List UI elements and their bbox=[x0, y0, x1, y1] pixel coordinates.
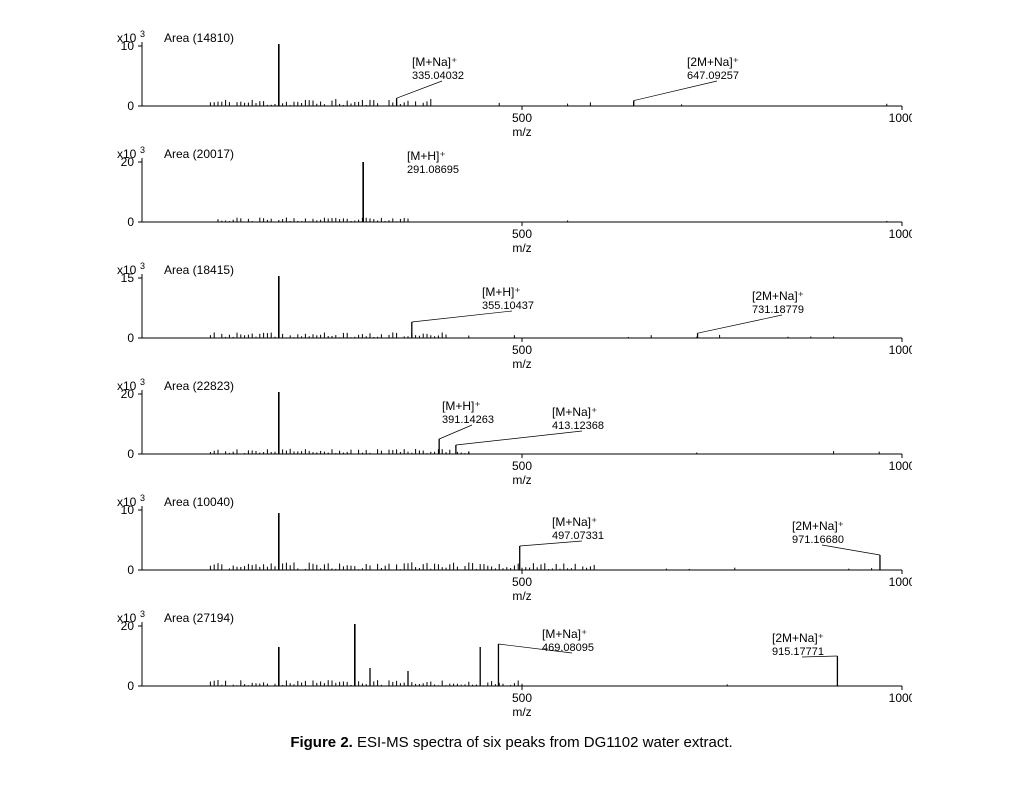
svg-text:500: 500 bbox=[511, 575, 531, 589]
spectrum-svg: 0105001000m/zx103Area (10040)[M+Na]⁺497.… bbox=[112, 492, 912, 604]
spectrum-svg: 0205001000m/zx103Area (20017)[M+H]⁺291.0… bbox=[112, 144, 912, 256]
spectrum-panel: 0205001000m/zx103Area (20017)[M+H]⁺291.0… bbox=[112, 144, 912, 256]
svg-text:[M+H]⁺: [M+H]⁺ bbox=[482, 285, 521, 299]
svg-text:x10: x10 bbox=[117, 611, 137, 625]
svg-text:3: 3 bbox=[140, 377, 145, 387]
spectrum-panel: 0205001000m/zx103Area (22823)[M+H]⁺391.1… bbox=[112, 376, 912, 488]
svg-text:[M+Na]⁺: [M+Na]⁺ bbox=[552, 515, 597, 529]
spectrum-svg: 0155001000m/zx103Area (18415)[M+H]⁺355.1… bbox=[112, 260, 912, 372]
svg-text:1000: 1000 bbox=[888, 343, 911, 357]
svg-text:[2M+Na]⁺: [2M+Na]⁺ bbox=[792, 519, 844, 533]
svg-text:Area (14810): Area (14810) bbox=[164, 31, 234, 45]
svg-text:m/z: m/z bbox=[512, 473, 531, 487]
svg-text:1000: 1000 bbox=[888, 227, 911, 241]
svg-text:3: 3 bbox=[140, 609, 145, 619]
spectrum-panel: 0105001000m/zx103Area (10040)[M+Na]⁺497.… bbox=[112, 492, 912, 604]
svg-text:x10: x10 bbox=[117, 495, 137, 509]
svg-text:Area (18415): Area (18415) bbox=[164, 263, 234, 277]
svg-text:x10: x10 bbox=[117, 147, 137, 161]
svg-text:0: 0 bbox=[127, 447, 134, 461]
svg-text:[M+H]⁺: [M+H]⁺ bbox=[442, 399, 481, 413]
svg-text:0: 0 bbox=[127, 99, 134, 113]
svg-text:m/z: m/z bbox=[512, 241, 531, 255]
svg-text:497.07331: 497.07331 bbox=[552, 530, 604, 542]
svg-text:Area (20017): Area (20017) bbox=[164, 147, 234, 161]
spectrum-panel: 0205001000m/zx103Area (27194)[M+Na]⁺469.… bbox=[112, 608, 912, 720]
svg-text:[M+Na]⁺: [M+Na]⁺ bbox=[552, 405, 597, 419]
svg-text:3: 3 bbox=[140, 261, 145, 271]
svg-text:0: 0 bbox=[127, 563, 134, 577]
caption-bold: Figure 2. bbox=[290, 734, 353, 751]
figure-container: 0105001000m/zx103Area (14810)[M+Na]⁺335.… bbox=[0, 0, 1023, 771]
svg-text:413.12368: 413.12368 bbox=[552, 420, 604, 432]
svg-text:971.16680: 971.16680 bbox=[792, 534, 844, 546]
spectrum-svg: 0205001000m/zx103Area (22823)[M+H]⁺391.1… bbox=[112, 376, 912, 488]
svg-text:500: 500 bbox=[511, 227, 531, 241]
svg-text:500: 500 bbox=[511, 111, 531, 125]
svg-text:391.14263: 391.14263 bbox=[442, 414, 494, 426]
svg-text:m/z: m/z bbox=[512, 357, 531, 371]
svg-text:500: 500 bbox=[511, 343, 531, 357]
svg-text:m/z: m/z bbox=[512, 589, 531, 603]
svg-text:355.10437: 355.10437 bbox=[482, 300, 534, 312]
spectrum-svg: 0105001000m/zx103Area (14810)[M+Na]⁺335.… bbox=[112, 28, 912, 140]
svg-text:647.09257: 647.09257 bbox=[687, 70, 739, 82]
svg-text:Area (27194): Area (27194) bbox=[164, 611, 234, 625]
svg-text:335.04032: 335.04032 bbox=[412, 70, 464, 82]
svg-text:x10: x10 bbox=[117, 31, 137, 45]
svg-text:x10: x10 bbox=[117, 379, 137, 393]
svg-text:Area (10040): Area (10040) bbox=[164, 495, 234, 509]
caption-text: ESI-MS spectra of six peaks from DG1102 … bbox=[353, 734, 733, 751]
svg-text:[2M+Na]⁺: [2M+Na]⁺ bbox=[772, 631, 824, 645]
svg-text:[M+Na]⁺: [M+Na]⁺ bbox=[412, 55, 457, 69]
svg-text:0: 0 bbox=[127, 679, 134, 693]
svg-text:731.18779: 731.18779 bbox=[752, 304, 804, 316]
svg-text:500: 500 bbox=[511, 459, 531, 473]
svg-text:3: 3 bbox=[140, 29, 145, 39]
svg-text:1000: 1000 bbox=[888, 575, 911, 589]
svg-text:m/z: m/z bbox=[512, 125, 531, 139]
svg-text:0: 0 bbox=[127, 215, 134, 229]
svg-text:1000: 1000 bbox=[888, 459, 911, 473]
spectrum-svg: 0205001000m/zx103Area (27194)[M+Na]⁺469.… bbox=[112, 608, 912, 720]
svg-text:[2M+Na]⁺: [2M+Na]⁺ bbox=[752, 289, 804, 303]
svg-text:291.08695: 291.08695 bbox=[407, 164, 459, 176]
spectrum-panel: 0105001000m/zx103Area (14810)[M+Na]⁺335.… bbox=[112, 28, 912, 140]
svg-text:[M+H]⁺: [M+H]⁺ bbox=[407, 149, 446, 163]
spectrum-panel: 0155001000m/zx103Area (18415)[M+H]⁺355.1… bbox=[112, 260, 912, 372]
svg-text:m/z: m/z bbox=[512, 705, 531, 719]
svg-text:[M+Na]⁺: [M+Na]⁺ bbox=[542, 627, 587, 641]
svg-text:3: 3 bbox=[140, 145, 145, 155]
svg-text:915.17771: 915.17771 bbox=[772, 646, 824, 658]
svg-text:[2M+Na]⁺: [2M+Na]⁺ bbox=[687, 55, 739, 69]
svg-text:x10: x10 bbox=[117, 263, 137, 277]
spectra-panels: 0105001000m/zx103Area (14810)[M+Na]⁺335.… bbox=[112, 28, 912, 720]
figure-caption: Figure 2. ESI-MS spectra of six peaks fr… bbox=[290, 734, 732, 751]
svg-text:1000: 1000 bbox=[888, 691, 911, 705]
svg-text:1000: 1000 bbox=[888, 111, 911, 125]
svg-text:Area (22823): Area (22823) bbox=[164, 379, 234, 393]
svg-text:500: 500 bbox=[511, 691, 531, 705]
svg-text:3: 3 bbox=[140, 493, 145, 503]
svg-text:0: 0 bbox=[127, 331, 134, 345]
